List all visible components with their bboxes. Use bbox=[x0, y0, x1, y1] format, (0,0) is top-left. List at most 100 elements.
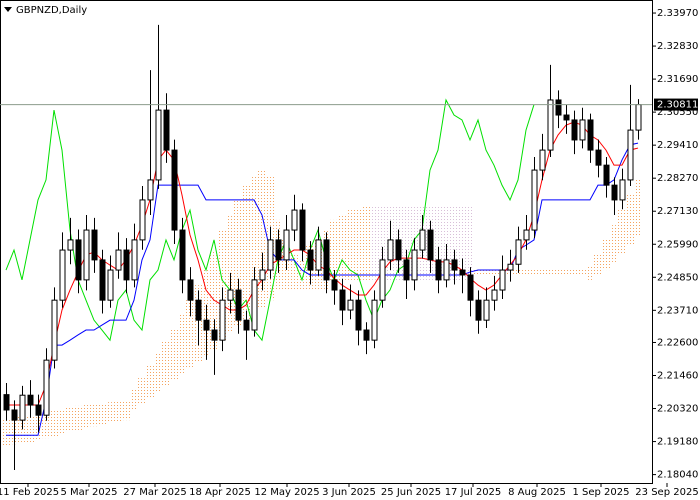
x-tick-label: 17 Jul 2025 bbox=[445, 487, 502, 498]
cloud-segment bbox=[442, 205, 450, 280]
cloud-segment bbox=[298, 259, 306, 291]
cloud-segment bbox=[66, 407, 74, 433]
candle-body bbox=[323, 239, 330, 281]
chikou-line bbox=[5, 98, 535, 342]
candle-body bbox=[435, 259, 442, 281]
cloud-segment bbox=[378, 205, 386, 280]
candle-body bbox=[163, 109, 170, 151]
candle-body bbox=[307, 249, 314, 271]
candle-body bbox=[315, 239, 322, 271]
candle-body bbox=[475, 299, 482, 321]
cloud-segment bbox=[330, 219, 338, 280]
candle-body bbox=[59, 249, 66, 301]
candle-body bbox=[443, 259, 450, 281]
cloud-segment bbox=[578, 268, 586, 275]
cloud-segment bbox=[554, 268, 562, 275]
x-tick-label: 27 Mar 2025 bbox=[123, 487, 186, 498]
candle-body bbox=[99, 259, 106, 301]
candle-body bbox=[547, 99, 554, 151]
cloud-segment bbox=[626, 194, 634, 246]
candle-body bbox=[259, 269, 266, 281]
cloud-segment bbox=[106, 402, 114, 423]
cloud-segment bbox=[42, 412, 50, 439]
candle-body bbox=[299, 209, 306, 251]
candle-body bbox=[467, 274, 474, 301]
cloud-segment bbox=[218, 230, 226, 341]
candle-body bbox=[635, 104, 642, 131]
candle-body bbox=[603, 164, 610, 186]
candle-body bbox=[483, 299, 490, 321]
cloud-segment bbox=[50, 409, 58, 437]
chart-title: GBPNZD,Daily bbox=[16, 5, 87, 16]
candle-body bbox=[19, 394, 26, 421]
candle-body bbox=[331, 279, 338, 291]
cloud-segment bbox=[138, 378, 146, 405]
cloud-segment bbox=[594, 254, 602, 275]
y-tick-label: 2.33970 bbox=[657, 8, 698, 19]
candle-body bbox=[67, 239, 74, 251]
cloud-segment bbox=[610, 225, 618, 262]
cloud-segment bbox=[562, 268, 570, 275]
candle-body bbox=[523, 229, 530, 241]
cloud-segment bbox=[90, 404, 98, 427]
candle-body bbox=[179, 229, 186, 281]
cloud-segment bbox=[482, 270, 490, 275]
cloud-segment bbox=[130, 389, 138, 410]
cloud-segment bbox=[634, 179, 642, 235]
candle-body bbox=[267, 239, 274, 271]
candle-body bbox=[235, 289, 242, 321]
cloud-segment bbox=[26, 415, 34, 443]
cloud-segment bbox=[186, 300, 194, 368]
candle-body bbox=[403, 259, 410, 281]
candle-body bbox=[275, 239, 282, 261]
candle-body bbox=[147, 179, 154, 201]
candle-body bbox=[211, 329, 218, 341]
candle-body bbox=[155, 109, 162, 181]
candle-body bbox=[363, 329, 370, 341]
y-tick-label: 2.19180 bbox=[657, 437, 698, 448]
candle-body bbox=[107, 269, 114, 301]
cloud-segment bbox=[530, 268, 538, 275]
candle-body bbox=[51, 299, 58, 361]
y-tick-label: 2.24850 bbox=[657, 272, 698, 283]
cloud-segment bbox=[546, 268, 554, 275]
candle-body bbox=[459, 269, 466, 276]
cloud-segment bbox=[466, 205, 474, 280]
cloud-segment bbox=[490, 270, 498, 275]
candle-body bbox=[187, 279, 194, 301]
candle-body bbox=[571, 119, 578, 141]
candle-body bbox=[555, 99, 562, 116]
cloud-segment bbox=[522, 268, 530, 275]
cloud-segment bbox=[18, 416, 26, 444]
x-tick-label: 23 Sep 2025 bbox=[635, 487, 698, 498]
x-tick-label: 18 Apr 2025 bbox=[189, 487, 251, 498]
candle-body bbox=[251, 279, 258, 331]
cloud-segment bbox=[242, 185, 250, 321]
price-label: 2.30811 bbox=[657, 100, 698, 111]
cloud-segment bbox=[82, 405, 90, 428]
x-tick-label: 12 May 2025 bbox=[254, 487, 319, 498]
cloud-segment bbox=[74, 405, 82, 430]
candle-body bbox=[219, 299, 226, 341]
candle-body bbox=[27, 394, 34, 406]
y-tick-label: 2.29410 bbox=[657, 140, 698, 151]
cloud-segment bbox=[146, 365, 154, 399]
cloud-segment bbox=[538, 268, 546, 275]
cloud-segment bbox=[570, 268, 578, 275]
cloud-segment bbox=[346, 210, 354, 280]
candle-body bbox=[499, 269, 506, 291]
cloud-segment bbox=[98, 403, 106, 425]
cloud-segment bbox=[586, 265, 594, 280]
candle-body bbox=[283, 229, 290, 261]
candle-body bbox=[611, 184, 618, 201]
cloud-segment bbox=[178, 314, 186, 375]
cloud-segment bbox=[250, 175, 258, 315]
y-tick-label: 2.32830 bbox=[657, 41, 698, 52]
candle-body bbox=[43, 359, 50, 416]
cloud-segment bbox=[162, 340, 170, 386]
candle-body bbox=[123, 249, 130, 281]
y-tick-label: 2.30550 bbox=[657, 107, 698, 118]
y-tick-label: 2.21460 bbox=[657, 371, 698, 382]
cloud-segment bbox=[402, 205, 410, 280]
